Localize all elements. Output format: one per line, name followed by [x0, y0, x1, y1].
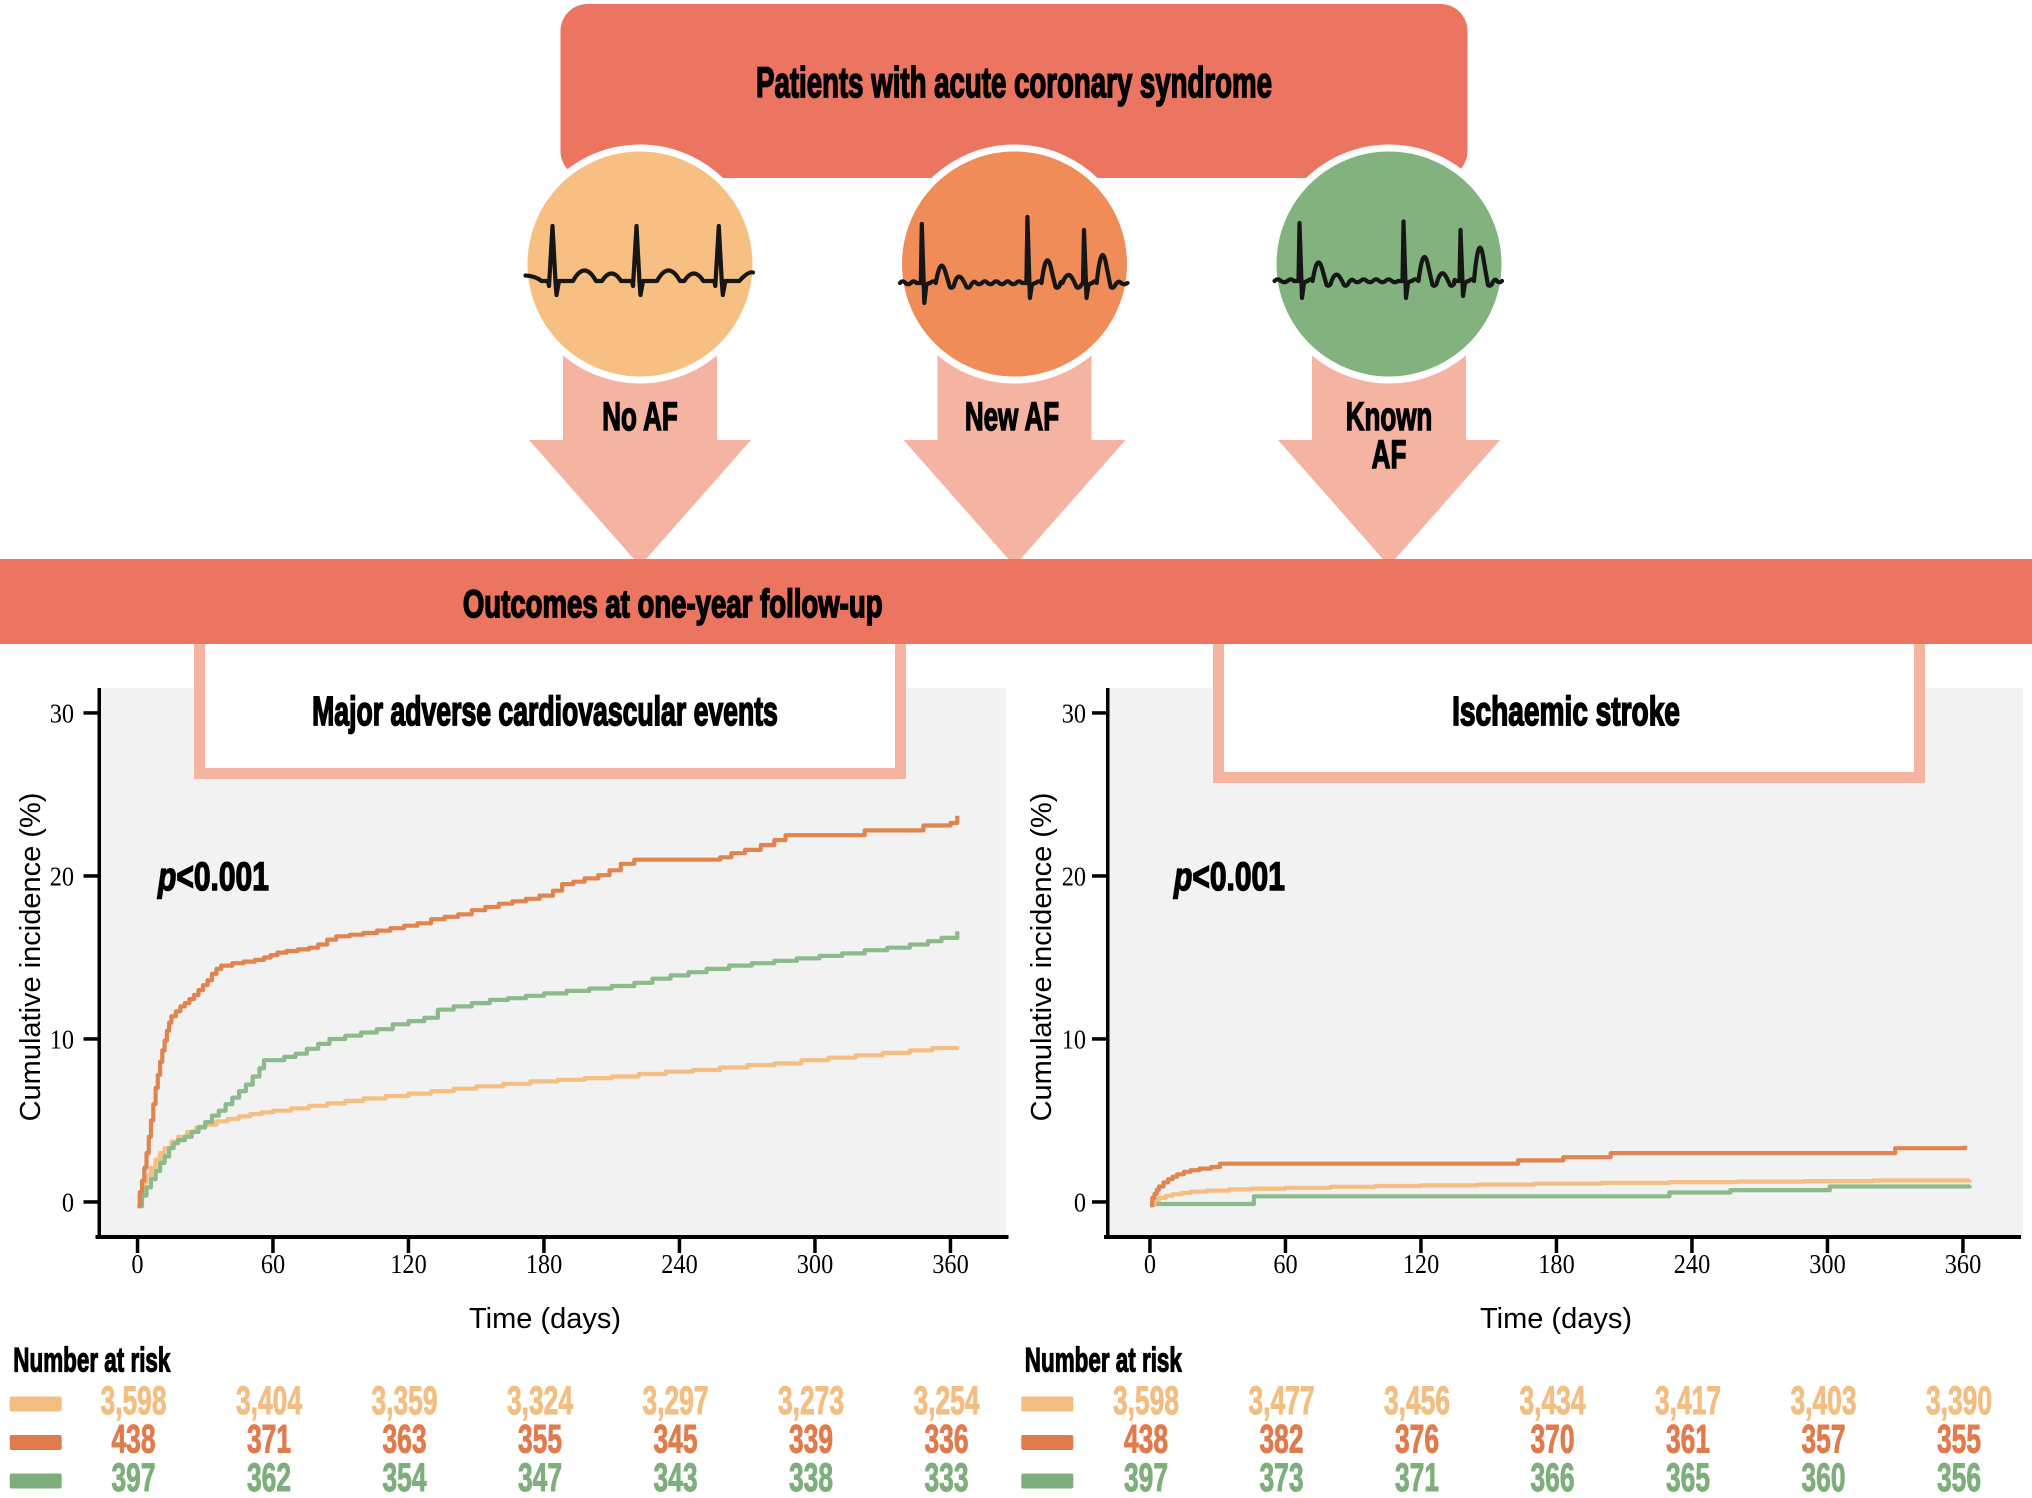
svg-text:0: 0: [1074, 1187, 1086, 1217]
svg-text:3,273: 3,273: [778, 1379, 844, 1424]
svg-text:347: 347: [518, 1456, 562, 1498]
svg-text:371: 371: [1395, 1456, 1439, 1498]
svg-text:20: 20: [1062, 861, 1086, 891]
svg-text:300: 300: [1809, 1249, 1845, 1279]
svg-text:30: 30: [1062, 698, 1086, 728]
svg-text:345: 345: [653, 1417, 697, 1462]
svg-text:Known: Known: [1346, 394, 1433, 439]
svg-text:0: 0: [62, 1187, 74, 1217]
svg-text:p<0.001: p<0.001: [1173, 855, 1285, 899]
svg-text:180: 180: [526, 1249, 562, 1279]
svg-text:356: 356: [1937, 1456, 1981, 1498]
svg-text:Time (days): Time (days): [469, 1303, 621, 1335]
svg-text:397: 397: [1124, 1456, 1168, 1498]
svg-text:338: 338: [789, 1456, 833, 1498]
svg-text:382: 382: [1259, 1417, 1303, 1462]
svg-text:355: 355: [1937, 1417, 1981, 1462]
svg-text:336: 336: [924, 1417, 968, 1462]
svg-text:3,359: 3,359: [371, 1379, 437, 1424]
svg-text:120: 120: [390, 1249, 426, 1279]
svg-text:362: 362: [247, 1456, 291, 1498]
svg-text:3,254: 3,254: [913, 1379, 979, 1424]
svg-text:339: 339: [789, 1417, 833, 1462]
svg-text:360: 360: [1801, 1456, 1845, 1498]
svg-text:30: 30: [50, 698, 74, 728]
svg-text:333: 333: [924, 1456, 968, 1498]
svg-text:60: 60: [1273, 1249, 1297, 1279]
svg-text:3,477: 3,477: [1248, 1379, 1314, 1424]
svg-text:No AF: No AF: [602, 394, 678, 439]
svg-text:354: 354: [382, 1456, 426, 1498]
svg-text:343: 343: [653, 1456, 697, 1498]
svg-text:3,390: 3,390: [1926, 1379, 1992, 1424]
svg-text:3,598: 3,598: [100, 1379, 166, 1424]
svg-text:Number at risk: Number at risk: [13, 1342, 171, 1380]
svg-text:360: 360: [932, 1249, 968, 1279]
svg-text:363: 363: [382, 1417, 426, 1462]
svg-text:371: 371: [247, 1417, 291, 1462]
svg-text:300: 300: [797, 1249, 833, 1279]
svg-text:Ischaemic stroke: Ischaemic stroke: [1452, 689, 1680, 735]
svg-text:Patients with acute coronary s: Patients with acute coronary syndrome: [756, 58, 1272, 107]
svg-text:360: 360: [1945, 1249, 1981, 1279]
svg-text:New AF: New AF: [965, 394, 1059, 439]
svg-text:180: 180: [1538, 1249, 1574, 1279]
svg-text:3,417: 3,417: [1655, 1379, 1721, 1424]
svg-text:Cumulative incidence (%): Cumulative incidence (%): [15, 793, 47, 1122]
svg-text:AF: AF: [1372, 432, 1407, 477]
svg-text:20: 20: [50, 861, 74, 891]
svg-text:3,324: 3,324: [507, 1379, 573, 1424]
svg-text:Number at risk: Number at risk: [1025, 1342, 1183, 1380]
svg-text:438: 438: [1124, 1417, 1168, 1462]
svg-text:373: 373: [1259, 1456, 1303, 1498]
svg-text:438: 438: [111, 1417, 155, 1462]
svg-text:357: 357: [1801, 1417, 1845, 1462]
svg-text:397: 397: [111, 1456, 155, 1498]
svg-text:376: 376: [1395, 1417, 1439, 1462]
svg-text:366: 366: [1530, 1456, 1574, 1498]
svg-text:3,456: 3,456: [1384, 1379, 1450, 1424]
svg-text:365: 365: [1666, 1456, 1710, 1498]
svg-text:3,403: 3,403: [1790, 1379, 1856, 1424]
svg-text:10: 10: [1062, 1024, 1086, 1054]
svg-text:60: 60: [261, 1249, 285, 1279]
svg-text:3,434: 3,434: [1519, 1379, 1585, 1424]
svg-text:Outcomes at one-year follow-up: Outcomes at one-year follow-up: [463, 582, 883, 626]
svg-text:240: 240: [661, 1249, 697, 1279]
svg-text:355: 355: [518, 1417, 562, 1462]
svg-text:0: 0: [131, 1249, 143, 1279]
svg-text:3,598: 3,598: [1113, 1379, 1179, 1424]
svg-text:10: 10: [50, 1024, 74, 1054]
svg-text:120: 120: [1403, 1249, 1439, 1279]
svg-text:3,404: 3,404: [236, 1379, 302, 1424]
svg-text:Major adverse cardiovascular e: Major adverse cardiovascular events: [312, 689, 778, 734]
svg-text:361: 361: [1666, 1417, 1710, 1462]
svg-text:Time (days): Time (days): [1480, 1303, 1632, 1335]
svg-text:240: 240: [1674, 1249, 1710, 1279]
svg-text:370: 370: [1530, 1417, 1574, 1462]
svg-text:Cumulative incidence (%): Cumulative incidence (%): [1026, 793, 1058, 1122]
svg-text:p<0.001: p<0.001: [157, 855, 269, 899]
svg-text:0: 0: [1144, 1249, 1156, 1279]
svg-text:3,297: 3,297: [642, 1379, 708, 1424]
